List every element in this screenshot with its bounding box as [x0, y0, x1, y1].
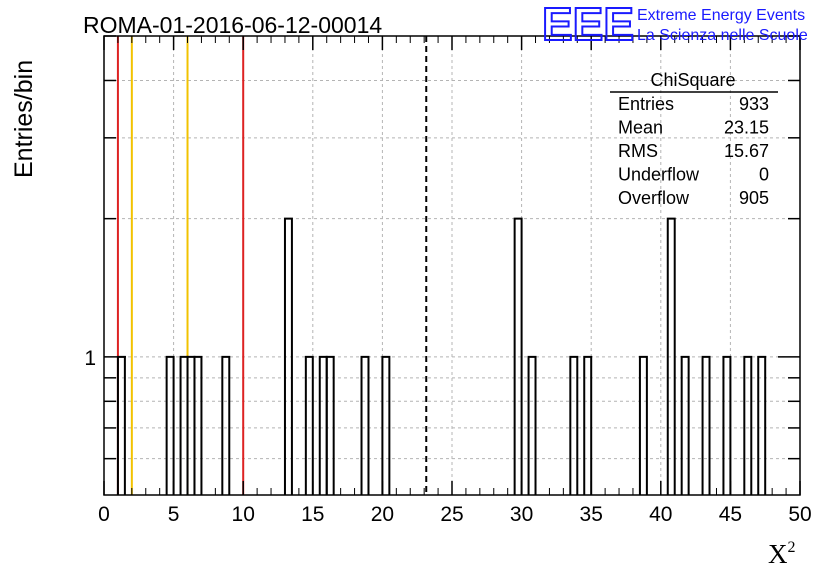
histogram-bin [381, 355, 391, 495]
x-tick-label: 0 [98, 503, 110, 526]
x-tick-label: 50 [788, 503, 811, 526]
histogram-bin [283, 217, 293, 495]
stats-label: RMS [618, 141, 658, 161]
histogram-bin [701, 355, 711, 495]
x-tick-label: 20 [371, 503, 394, 526]
histogram-bin [325, 355, 335, 495]
stats-value: 905 [739, 188, 769, 208]
x-tick-label: 45 [719, 503, 742, 526]
stats-rows: Entries 933 Mean 23.15 RMS 15.67 Underflow 0 Ove… [618, 94, 769, 208]
x-tick-label: 15 [301, 503, 324, 526]
x-axis-title-base: X [768, 539, 788, 569]
stats-value: 15.67 [724, 141, 769, 161]
x-tick-label: 25 [440, 503, 463, 526]
stats-value: 23.15 [724, 118, 769, 138]
stats-label: Mean [618, 118, 663, 138]
x-tick-label: 5 [168, 503, 180, 526]
histogram-bin [569, 355, 579, 495]
brand-line-1: Extreme Energy Events [637, 7, 805, 24]
x-tick-label: 30 [510, 503, 533, 526]
axis-ticks: 0 5 10 15 20 25 30 35 40 45 50 1 [84, 35, 812, 526]
stats-box: ChiSquare Entries 933 Mean 23.15 RMS 15.67 Und… [610, 70, 778, 208]
histogram-bin [221, 355, 231, 495]
x-axis-title-superscript: 2 [788, 539, 796, 556]
grid [104, 35, 800, 495]
stats-label: Underflow [618, 165, 700, 185]
stats-label: Overflow [618, 188, 690, 208]
brand-line-2: La Scienza nelle Scuole [637, 27, 808, 44]
histogram-bin [757, 355, 767, 495]
eee-logo: EEE Extreme Energy Events La Scienza nel… [541, 0, 808, 51]
histogram-bin [527, 355, 537, 495]
x-tick-label: 35 [580, 503, 603, 526]
histogram-bin [193, 355, 203, 495]
histogram-bin [680, 355, 690, 495]
histogram-bin [360, 355, 370, 495]
histogram-bin [722, 355, 732, 495]
histogram-bin [666, 217, 676, 495]
histogram-bin [513, 217, 523, 495]
eee-logo-mark: EEE [542, 0, 634, 50]
chart-title: ROMA-01-2016-06-12-00014 [83, 12, 382, 38]
stats-title: ChiSquare [650, 70, 735, 90]
y-tick-label: 1 [84, 347, 96, 370]
histogram-bin [304, 355, 314, 495]
histogram-bin [638, 355, 648, 495]
histogram-bin [583, 355, 593, 495]
reference-lines [116, 36, 428, 495]
stats-value: 933 [739, 94, 769, 114]
histogram-bin [743, 355, 753, 495]
stats-value: 0 [759, 165, 769, 185]
x-tick-label: 40 [649, 503, 672, 526]
stats-label: Entries [618, 94, 674, 114]
x-tick-label: 10 [232, 503, 255, 526]
histogram-bin [165, 355, 175, 495]
x-axis-title: X2 [768, 539, 796, 569]
y-axis-title: Entries/bin [10, 60, 38, 178]
